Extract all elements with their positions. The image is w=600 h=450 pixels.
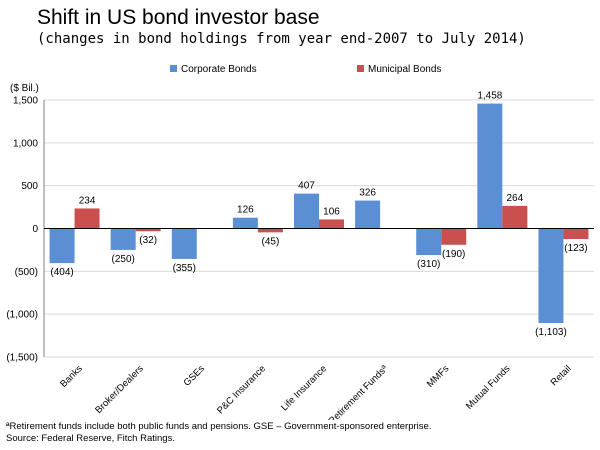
chart-subtitle: (changes in bond holdings from year end-… <box>37 31 526 47</box>
bar-municipal-4 <box>257 228 283 233</box>
bar-corporate-2 <box>110 228 136 250</box>
legend-swatch-corporate <box>170 65 177 72</box>
bar-municipal-7 <box>441 228 467 245</box>
legend: Corporate Bonds Municipal Bonds <box>170 64 441 75</box>
label-corporate-8: 1,458 <box>477 91 502 102</box>
label-municipal-5: 106 <box>323 206 340 217</box>
y-tick-label: (1,500) <box>6 353 38 364</box>
legend-swatch-municipal <box>357 65 364 72</box>
bar-corporate-1 <box>49 228 75 264</box>
label-municipal-7: (190) <box>442 249 465 260</box>
label-municipal-9: (123) <box>564 243 587 254</box>
x-tick-label: Life Insurance <box>279 363 329 413</box>
bar-corporate-6 <box>355 200 381 229</box>
bar-corporate-7 <box>416 228 442 256</box>
y-tick-label: 1,500 <box>13 96 38 107</box>
y-tick-label: 0 <box>32 224 38 235</box>
legend-label-corporate: Corporate Bonds <box>181 64 257 75</box>
label-corporate-2: (250) <box>111 254 134 265</box>
chart-title: Shift in US bond investor base <box>37 6 320 29</box>
label-corporate-7: (310) <box>417 259 440 270</box>
x-tick-label: GSEs <box>182 363 207 388</box>
x-tick-label: Retail <box>549 363 574 388</box>
bar-corporate-4 <box>232 217 258 229</box>
y-tick-label: (500) <box>15 267 38 278</box>
bar-municipal-2 <box>135 228 161 232</box>
x-tick-label: MMFs <box>425 363 452 390</box>
x-tick-label: Banks <box>58 363 85 390</box>
y-tick-label: 500 <box>21 181 38 192</box>
y-tick-label: 1,000 <box>13 138 38 149</box>
label-municipal-8: 264 <box>506 193 523 204</box>
footnote: ªRetirement funds include both public fu… <box>6 421 431 445</box>
label-corporate-6: 326 <box>359 188 376 199</box>
label-municipal-1: 234 <box>79 195 96 206</box>
label-corporate-4: 126 <box>237 205 254 216</box>
x-tick-label: Retirement Fundsª <box>327 363 391 420</box>
label-municipal-2: (32) <box>139 235 157 246</box>
data-labels: (404) 234 (250) (32) (355) 126 (45) 407 106 326 (3… <box>50 91 587 338</box>
bar-corporate-5 <box>294 193 319 229</box>
bar-corporate-9 <box>538 228 564 323</box>
bar-municipal-5 <box>319 219 344 229</box>
x-axis-ticks: Banks Broker/Dealers GSEs P&C Insurance Life… <box>58 363 573 420</box>
label-corporate-5: 407 <box>298 181 315 192</box>
label-corporate-3: (355) <box>173 263 196 274</box>
bars <box>49 103 589 323</box>
bar-municipal-8 <box>502 205 528 229</box>
y-unit-label: ($ Bil.) <box>10 83 39 94</box>
y-axis-ticks: 1,500 1,000 500 0 (500) (1,000) (1,500) <box>6 96 38 364</box>
y-tick-label: (1,000) <box>6 310 38 321</box>
x-tick-label: Mutual Funds <box>464 363 513 412</box>
label-municipal-4: (45) <box>261 236 279 247</box>
x-tick-label: P&C Insurance <box>215 363 268 416</box>
label-corporate-9: (1,103) <box>535 327 567 338</box>
bar-municipal-1 <box>74 208 100 229</box>
footnote-line-1: ªRetirement funds include both public fu… <box>6 421 432 432</box>
label-corporate-1: (404) <box>50 267 73 278</box>
legend-label-municipal: Municipal Bonds <box>368 64 441 75</box>
bar-corporate-8 <box>477 103 503 229</box>
bar-chart: ($ Bil.) Corporate Bonds Municipal Bonds… <box>6 64 594 420</box>
x-tick-label: Broker/Dealers <box>93 363 146 416</box>
footnote-source: Source: Federal Reserve, Fitch Ratings. <box>6 433 175 444</box>
bar-corporate-3 <box>171 228 197 259</box>
bar-municipal-9 <box>563 228 589 240</box>
